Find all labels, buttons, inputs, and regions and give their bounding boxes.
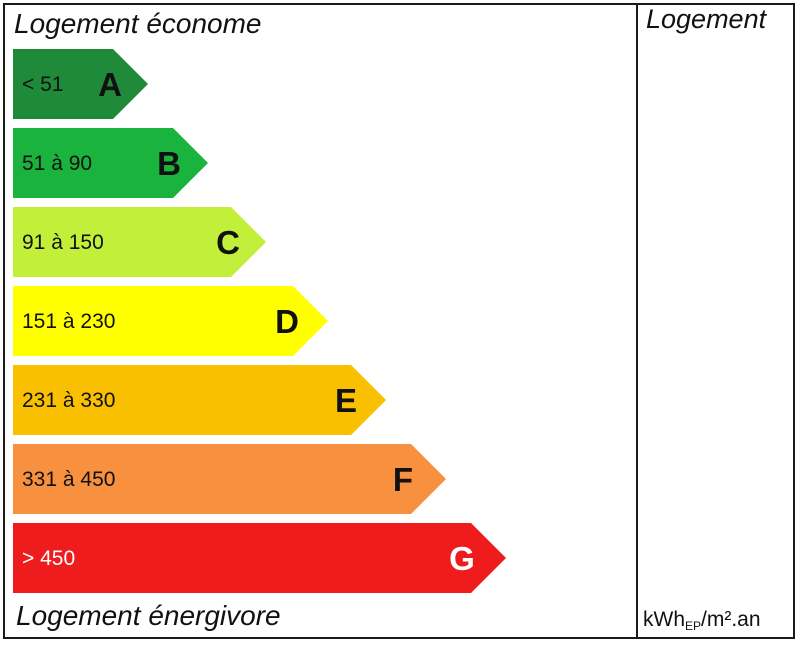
unit-subscript: EP: [685, 619, 702, 633]
unit-label: kWhEP/m².an: [643, 608, 761, 633]
rating-range-label: 331 à 450: [22, 468, 115, 491]
housing-column-header: Logement: [646, 4, 767, 34]
rating-bar-e: 231 à 330 E: [13, 365, 386, 435]
rating-range-label: > 450: [22, 547, 75, 570]
rating-range-label: 231 à 330: [22, 389, 115, 412]
rating-letter: E: [335, 382, 357, 419]
rating-arrow-a: [13, 49, 148, 119]
rating-bar-b: 51 à 90 B: [13, 128, 208, 198]
rating-letter: C: [216, 224, 240, 261]
energy-intensive-housing-label: Logement énergivore: [16, 600, 281, 631]
rating-letter: A: [98, 66, 122, 103]
rating-arrow-f: [13, 444, 446, 514]
rating-letter: B: [157, 145, 181, 182]
rating-arrow-d: [13, 286, 328, 356]
rating-bar-f: 331 à 450 F: [13, 444, 446, 514]
rating-letter: D: [275, 303, 299, 340]
rating-bar-d: 151 à 230 D: [13, 286, 328, 356]
rating-range-label: 151 à 230: [22, 310, 115, 333]
rating-arrow-e: [13, 365, 386, 435]
rating-bar-a: < 51 A: [13, 49, 148, 119]
rating-bar-g: > 450 G: [13, 523, 506, 593]
rating-letter: G: [449, 540, 475, 577]
rating-arrow-b: [13, 128, 208, 198]
rating-letter: F: [393, 461, 413, 498]
unit-tail: /m².an: [701, 608, 761, 631]
rating-range-label: < 51: [22, 73, 63, 96]
rating-arrow-g: [13, 523, 506, 593]
rating-arrow-c: [13, 207, 266, 277]
rating-range-label: 91 à 150: [22, 231, 104, 254]
rating-bar-c: 91 à 150 C: [13, 207, 266, 277]
efficient-housing-label: Logement économe: [14, 8, 262, 39]
unit-main: kWh: [643, 608, 685, 631]
column-divider: [636, 3, 638, 639]
rating-range-label: 51 à 90: [22, 152, 92, 175]
